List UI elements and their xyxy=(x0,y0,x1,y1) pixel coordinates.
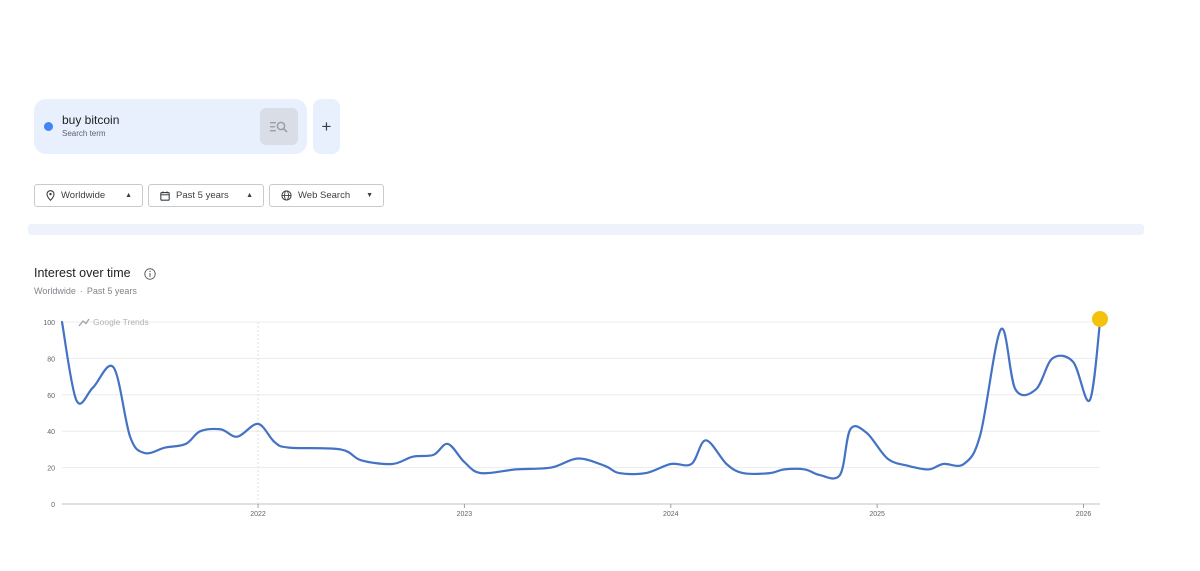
y-tick-label: 80 xyxy=(47,356,55,363)
trend-icon xyxy=(78,318,90,327)
panel-subtitle-separator: · xyxy=(79,286,83,296)
y-tick-label: 100 xyxy=(43,320,55,327)
panel-title: Interest over time xyxy=(34,266,131,280)
search-property-filter-label: Web Search xyxy=(298,190,351,201)
search-term-name: buy bitcoin xyxy=(62,113,120,127)
search-property-filter[interactable]: Web Search ▼ xyxy=(269,184,384,207)
y-tick-label: 0 xyxy=(51,502,55,509)
loading-band xyxy=(28,224,1144,235)
watermark-label: Google Trends xyxy=(93,317,149,327)
time-range-filter[interactable]: Past 5 years ▲ xyxy=(148,184,264,207)
y-tick-label: 40 xyxy=(47,429,55,436)
add-comparison-button[interactable]: + xyxy=(313,99,340,154)
series-layer xyxy=(60,311,1108,480)
calendar-icon xyxy=(160,190,170,201)
caret-up-icon: ▲ xyxy=(246,192,253,199)
info-icon[interactable] xyxy=(144,268,156,280)
x-tick-label: 2024 xyxy=(663,511,679,518)
panel-subtitle-location: Worldwide xyxy=(34,286,76,296)
x-tick-label: 2023 xyxy=(457,511,473,518)
refine-search-button[interactable] xyxy=(260,108,298,145)
caret-up-icon: ▲ xyxy=(125,192,132,199)
globe-icon xyxy=(281,190,292,201)
location-filter[interactable]: Worldwide ▲ xyxy=(34,184,143,207)
add-icon: + xyxy=(321,116,332,136)
search-term-card[interactable]: buy bitcoin Search term xyxy=(34,99,307,154)
google-trends-watermark: Google Trends xyxy=(78,317,149,327)
x-tick-label: 2022 xyxy=(250,511,266,518)
x-axis: 2022 2023 2024 2025 2026 xyxy=(250,504,1091,518)
refine-search-icon xyxy=(270,121,288,133)
caret-down-icon: ▼ xyxy=(366,192,373,199)
y-axis: 0 20 40 60 80 100 xyxy=(43,320,55,509)
x-tick-label: 2025 xyxy=(869,511,885,518)
x-tick-label: 2026 xyxy=(1076,511,1092,518)
latest-point-marker xyxy=(1092,311,1108,327)
location-filter-label: Worldwide xyxy=(61,190,106,201)
series-color-dot xyxy=(44,122,53,131)
chart-grid xyxy=(62,321,1100,505)
y-tick-label: 60 xyxy=(47,393,55,400)
search-term-type: Search term xyxy=(62,129,106,138)
series-line xyxy=(60,320,1102,480)
location-pin-icon xyxy=(46,190,55,201)
y-tick-label: 20 xyxy=(47,466,55,473)
time-range-filter-label: Past 5 years xyxy=(176,190,229,201)
panel-subtitle: Worldwide · Past 5 years xyxy=(34,286,137,296)
panel-subtitle-range: Past 5 years xyxy=(86,286,137,296)
